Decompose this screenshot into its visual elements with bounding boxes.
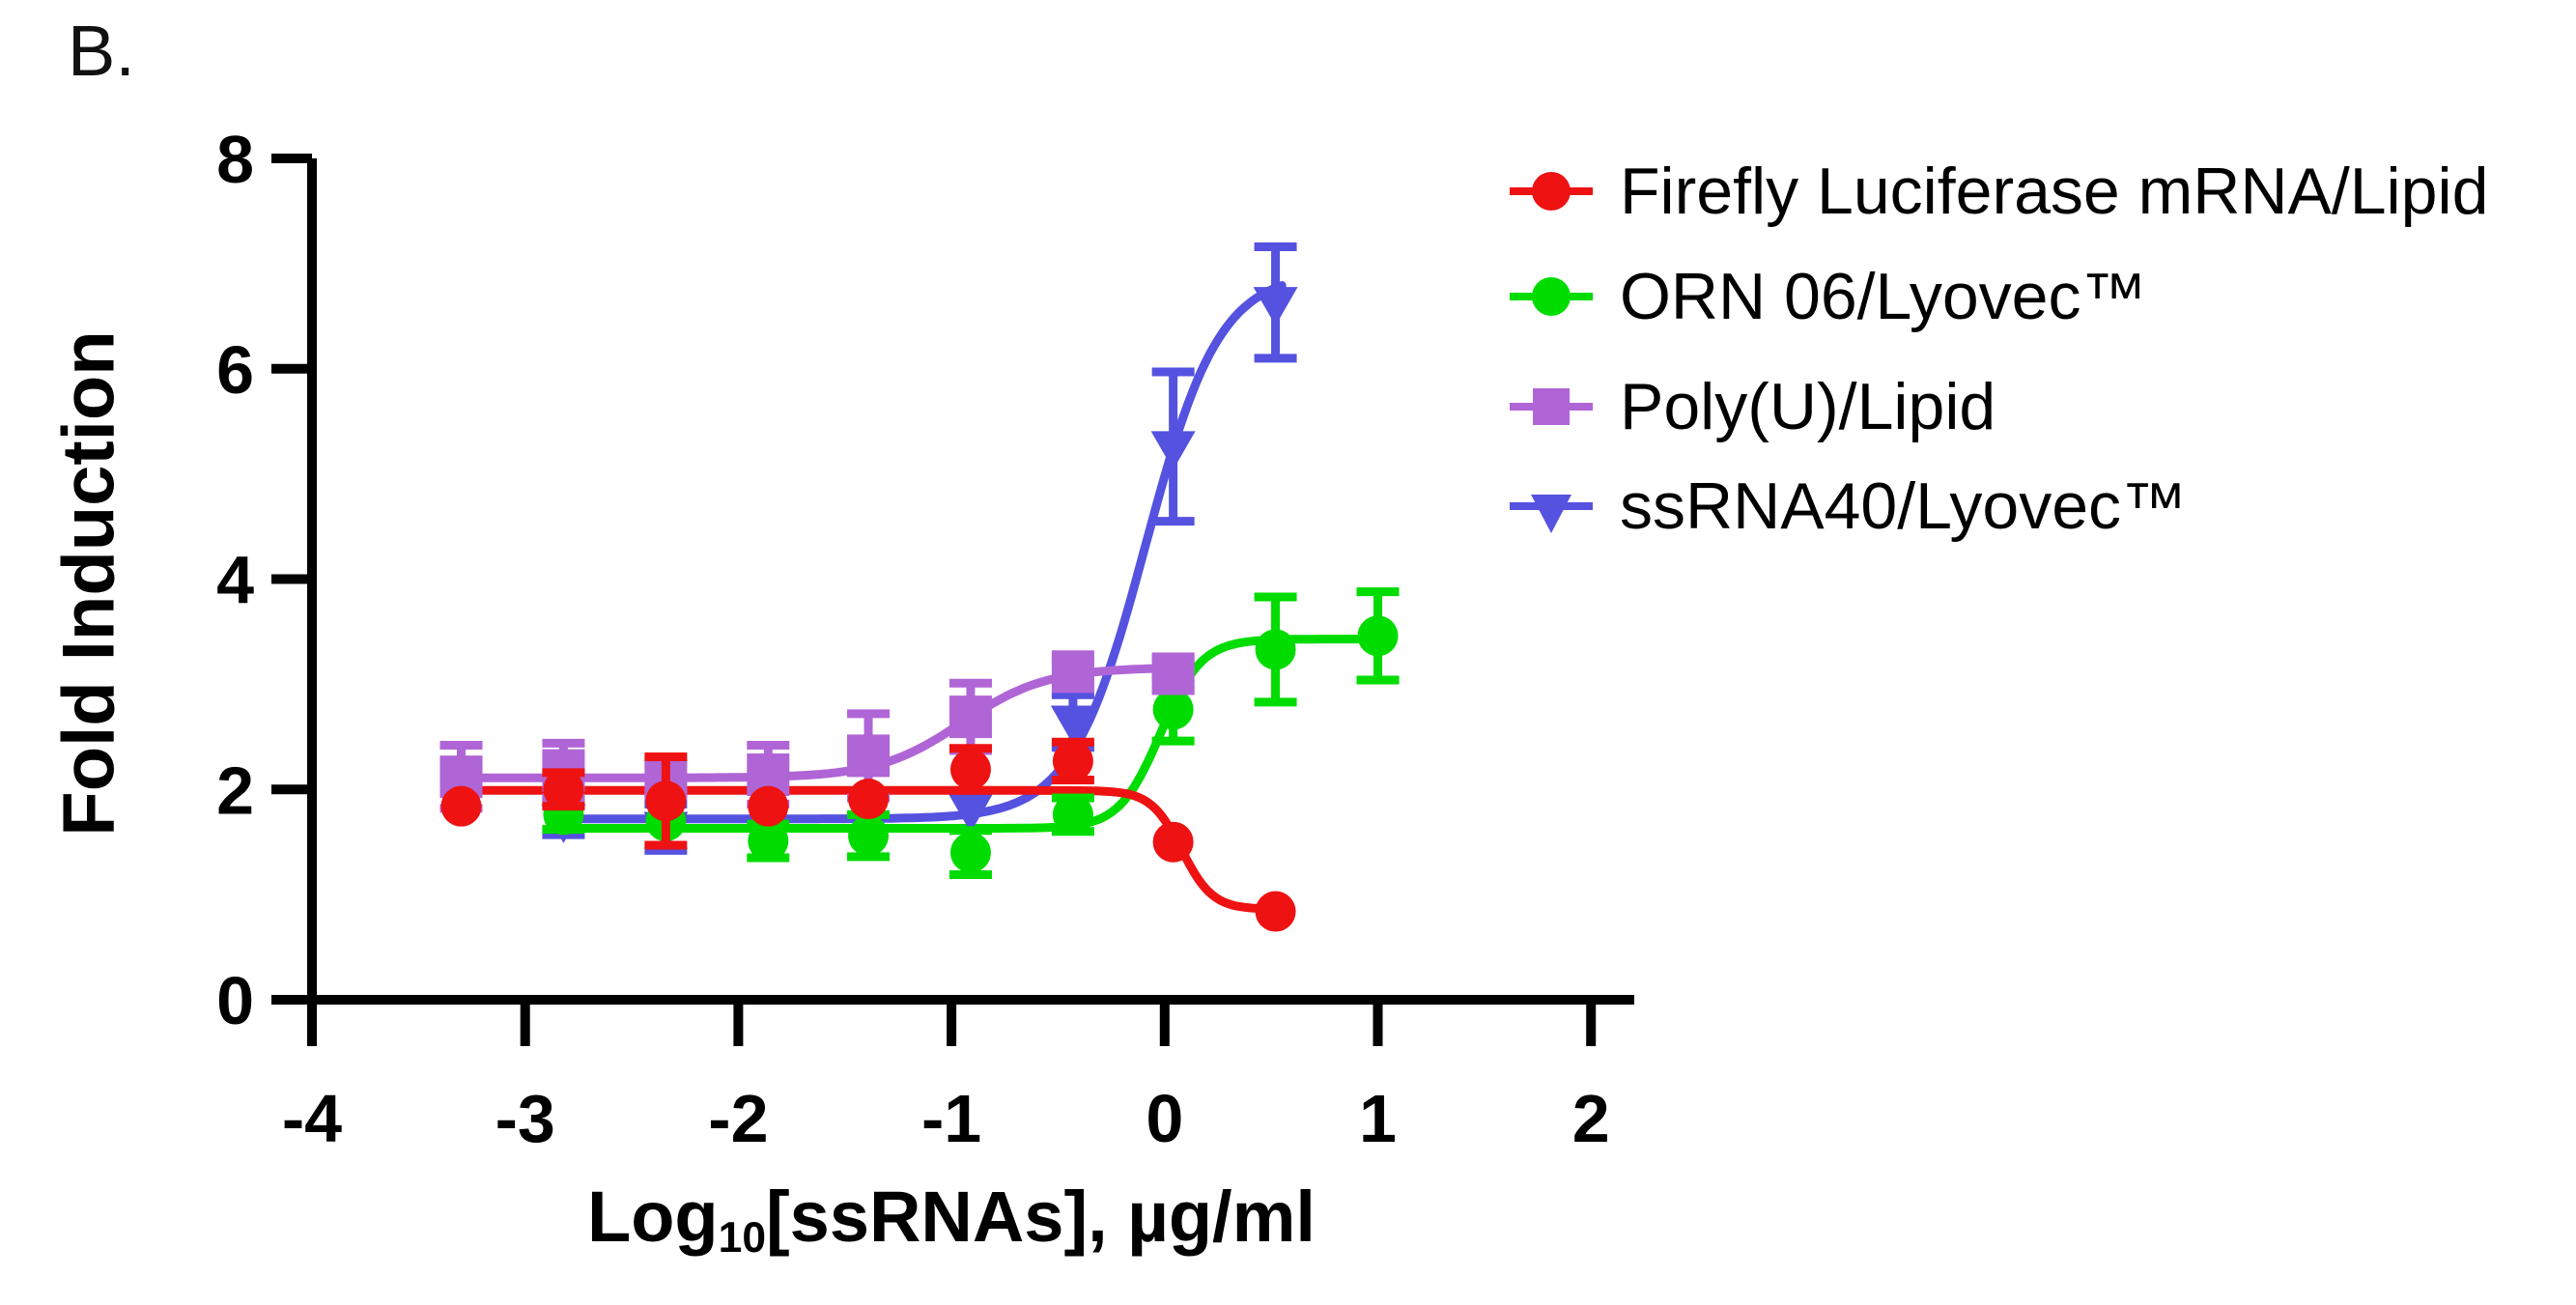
data-point-circle [1255,629,1296,670]
x-tick-label: -3 [495,1081,555,1156]
x-axis-title-subscript: 10 [718,1214,767,1262]
data-point-circle [848,815,890,857]
data-point-circle [440,785,482,827]
data-point-square [948,695,992,739]
legend-item-ssrna40: ssRNA40/Lyovec™ [1510,466,2187,547]
legend-marker-circle-red-icon [1510,172,1593,211]
data-point-circle [949,749,991,790]
x-axis-title-suffix: [ssRNAs], µg/ml [766,1176,1316,1257]
x-tick-label: 0 [1146,1081,1183,1156]
y-tick-label: 4 [216,543,254,618]
x-axis-title-prefix: Log [587,1176,719,1257]
data-point-triangle-down [1150,431,1196,470]
data-point-square [1051,650,1094,694]
data-point-circle [848,779,890,820]
data-point-triangle-down [948,793,993,833]
y-tick-label: 2 [216,752,254,828]
data-point-circle [645,780,687,822]
legend-marker-triangle-blue-icon [1510,495,1593,533]
x-tick-label: 1 [1359,1081,1397,1156]
legend-label: ssRNA40/Lyovec™ [1620,469,2188,543]
data-point-circle [1152,821,1194,863]
data-point-circle [748,785,789,827]
data-point-circle [1357,615,1399,657]
x-tick-label: -2 [708,1081,768,1156]
y-tick-label: 8 [216,122,254,197]
x-tick-label: 2 [1572,1081,1610,1156]
legend-marker-circle-green-icon [1510,277,1593,316]
legend-item-firefly: Firefly Luciferase mRNA/Lipid [1510,151,2488,232]
data-point-circle [543,769,584,810]
data-point-circle [748,820,789,862]
data-point-circle [1152,689,1194,730]
data-point-square [847,734,891,778]
data-point-circle [1255,891,1296,932]
legend-marker-square-purple-icon [1510,388,1593,425]
y-tick-label: 0 [216,963,254,1038]
legend-label: Firefly Luciferase mRNA/Lipid [1620,155,2489,228]
legend-label: ORN 06/Lyovec™ [1620,260,2147,333]
panel-label: B. [68,11,135,91]
data-point-circle [949,832,991,873]
y-tick-label: 6 [216,332,254,408]
x-tick-label: -4 [282,1081,342,1156]
x-tick-label: -1 [921,1081,981,1156]
data-point-triangle-down [1253,287,1298,326]
y-axis-title: Fold Induction [47,330,130,837]
data-point-circle [1052,794,1093,836]
legend-item-orn06: ORN 06/Lyovec™ [1510,256,2146,337]
legend-item-polyu: Poly(U)/Lipid [1510,366,1996,447]
data-point-circle [1052,740,1093,781]
data-point-triangle-down [1050,705,1095,745]
legend-label: Poly(U)/Lipid [1620,370,1996,443]
x-axis-title: Log10[ssRNAs], µg/ml [587,1176,1316,1262]
data-point-square [1151,652,1195,695]
